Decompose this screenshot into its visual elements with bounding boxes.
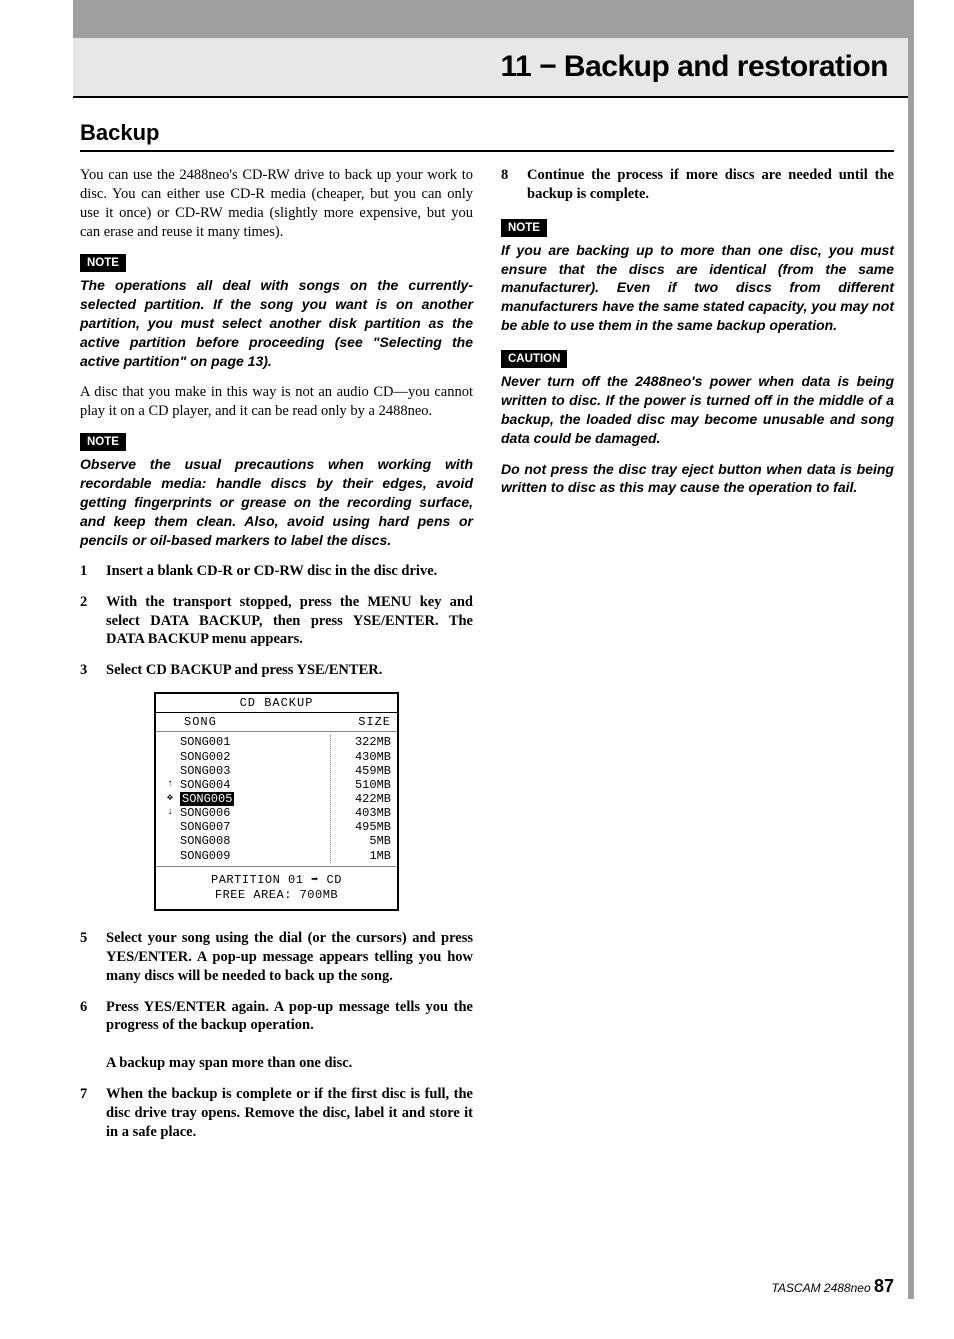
side-gray-bar bbox=[908, 0, 914, 1299]
lcd-song-row: SONG006 bbox=[180, 806, 324, 820]
lcd-col-size: SIZE bbox=[331, 715, 391, 729]
steps-list: 1 Insert a blank CD-R or CD-RW disc in t… bbox=[80, 562, 473, 680]
lcd-size-row: 5MB bbox=[331, 834, 391, 848]
lcd-title: CD BACKUP bbox=[156, 694, 397, 713]
footer-page-number: 87 bbox=[874, 1276, 894, 1296]
right-column: 8 Continue the process if more discs are… bbox=[501, 166, 894, 1154]
step-number: 3 bbox=[80, 661, 106, 680]
paragraph: A disc that you make in this way is not … bbox=[80, 383, 473, 421]
lcd-size-row: 403MB bbox=[331, 806, 391, 820]
note-body: If you are backing up to more than one d… bbox=[501, 241, 894, 335]
step-text-a: Press YES/ENTER again. A pop-up message … bbox=[106, 999, 473, 1034]
lcd-song-list: SONG001SONG002SONG003SONG004SONG005SONG0… bbox=[180, 735, 331, 862]
step-text-b: A backup may span more than one disc. bbox=[106, 1055, 352, 1071]
lcd-song-row: SONG007 bbox=[180, 820, 324, 834]
step-text: When the backup is complete or if the fi… bbox=[106, 1085, 473, 1142]
lcd-song-row: SONG004 bbox=[180, 778, 324, 792]
note-badge: NOTE bbox=[80, 433, 126, 451]
step-item: 7 When the backup is complete or if the … bbox=[80, 1085, 473, 1142]
lcd-song-row: SONG003 bbox=[180, 764, 324, 778]
lcd-size-row: 430MB bbox=[331, 750, 391, 764]
section-title: Backup bbox=[80, 120, 894, 152]
two-columns: You can use the 2488neo's CD-RW drive to… bbox=[80, 166, 894, 1154]
step-number: 5 bbox=[80, 929, 106, 986]
lcd-header-row: SONG SIZE bbox=[156, 713, 397, 732]
step-number: 2 bbox=[80, 593, 106, 650]
step-text: Select your song using the dial (or the … bbox=[106, 929, 473, 986]
lcd-size-row: 322MB bbox=[331, 735, 391, 749]
footer-product: TASCAM 2488neo bbox=[771, 1281, 870, 1295]
top-gray-bar bbox=[73, 0, 914, 40]
step-item: 5 Select your song using the dial (or th… bbox=[80, 929, 473, 986]
lcd-song-row: SONG005 bbox=[180, 792, 324, 806]
lcd-scroll-icons: ↑ ✥ ↓ bbox=[160, 735, 180, 862]
step-number: 7 bbox=[80, 1085, 106, 1142]
lcd-song-row: SONG009 bbox=[180, 849, 324, 863]
lcd-body: ↑ ✥ ↓ SONG001SONG002SONG003SONG004SONG00… bbox=[156, 732, 397, 865]
left-column: You can use the 2488neo's CD-RW drive to… bbox=[80, 166, 473, 1154]
step-text: Press YES/ENTER again. A pop-up message … bbox=[106, 998, 473, 1073]
jog-icon: ✥ bbox=[167, 793, 173, 805]
note-badge: NOTE bbox=[501, 219, 547, 237]
step-item: 1 Insert a blank CD-R or CD-RW disc in t… bbox=[80, 562, 473, 581]
step-text: Insert a blank CD-R or CD-RW disc in the… bbox=[106, 562, 473, 581]
lcd-screen-wrapper: CD BACKUP SONG SIZE ↑ ✥ ↓ SONG001SONG002… bbox=[80, 692, 473, 911]
lcd-free-area-line: FREE AREA: 700MB bbox=[156, 888, 397, 902]
step-text: Select CD BACKUP and press YSE/ENTER. bbox=[106, 661, 473, 680]
step-item: 3 Select CD BACKUP and press YSE/ENTER. bbox=[80, 661, 473, 680]
lcd-size-row: 510MB bbox=[331, 778, 391, 792]
caution-body: Do not press the disc tray eject button … bbox=[501, 460, 894, 498]
arrow-down-icon: ↓ bbox=[167, 807, 173, 819]
lcd-song-row: SONG002 bbox=[180, 750, 324, 764]
step-item: 2 With the transport stopped, press the … bbox=[80, 593, 473, 650]
note-badge: NOTE bbox=[80, 254, 126, 272]
page-footer: TASCAM 2488neo 87 bbox=[771, 1276, 894, 1297]
note-body: The operations all deal with songs on th… bbox=[80, 276, 473, 370]
lcd-partition-line: PARTITION 01 ➡ CD bbox=[156, 873, 397, 887]
lcd-size-row: 422MB bbox=[331, 792, 391, 806]
lcd-screen: CD BACKUP SONG SIZE ↑ ✥ ↓ SONG001SONG002… bbox=[154, 692, 399, 911]
steps-list: 8 Continue the process if more discs are… bbox=[501, 166, 894, 204]
lcd-size-row: 495MB bbox=[331, 820, 391, 834]
caution-body: Never turn off the 2488neo's power when … bbox=[501, 372, 894, 448]
caution-badge: CAUTION bbox=[501, 350, 567, 368]
arrow-up-icon: ↑ bbox=[167, 779, 173, 791]
lcd-size-list: 322MB430MB459MB510MB422MB403MB495MB5MB1M… bbox=[331, 735, 391, 862]
step-number: 6 bbox=[80, 998, 106, 1073]
chapter-header: 11 − Backup and restoration bbox=[73, 38, 908, 98]
note-body: Observe the usual precautions when worki… bbox=[80, 455, 473, 549]
content-area: Backup You can use the 2488neo's CD-RW d… bbox=[80, 120, 894, 1279]
step-text: With the transport stopped, press the ME… bbox=[106, 593, 473, 650]
lcd-song-row: SONG008 bbox=[180, 834, 324, 848]
lcd-size-row: 1MB bbox=[331, 849, 391, 863]
page: 11 − Backup and restoration Backup You c… bbox=[0, 0, 954, 1339]
step-item: 8 Continue the process if more discs are… bbox=[501, 166, 894, 204]
lcd-song-row: SONG001 bbox=[180, 735, 324, 749]
step-number: 1 bbox=[80, 562, 106, 581]
steps-list: 5 Select your song using the dial (or th… bbox=[80, 929, 473, 1141]
lcd-col-song: SONG bbox=[184, 715, 331, 729]
step-item: 6 Press YES/ENTER again. A pop-up messag… bbox=[80, 998, 473, 1073]
step-text: Continue the process if more discs are n… bbox=[527, 166, 894, 204]
lcd-size-row: 459MB bbox=[331, 764, 391, 778]
step-number: 8 bbox=[501, 166, 527, 204]
intro-paragraph: You can use the 2488neo's CD-RW drive to… bbox=[80, 166, 473, 241]
lcd-footer: PARTITION 01 ➡ CD FREE AREA: 700MB bbox=[156, 866, 397, 909]
chapter-title: 11 − Backup and restoration bbox=[501, 50, 888, 84]
